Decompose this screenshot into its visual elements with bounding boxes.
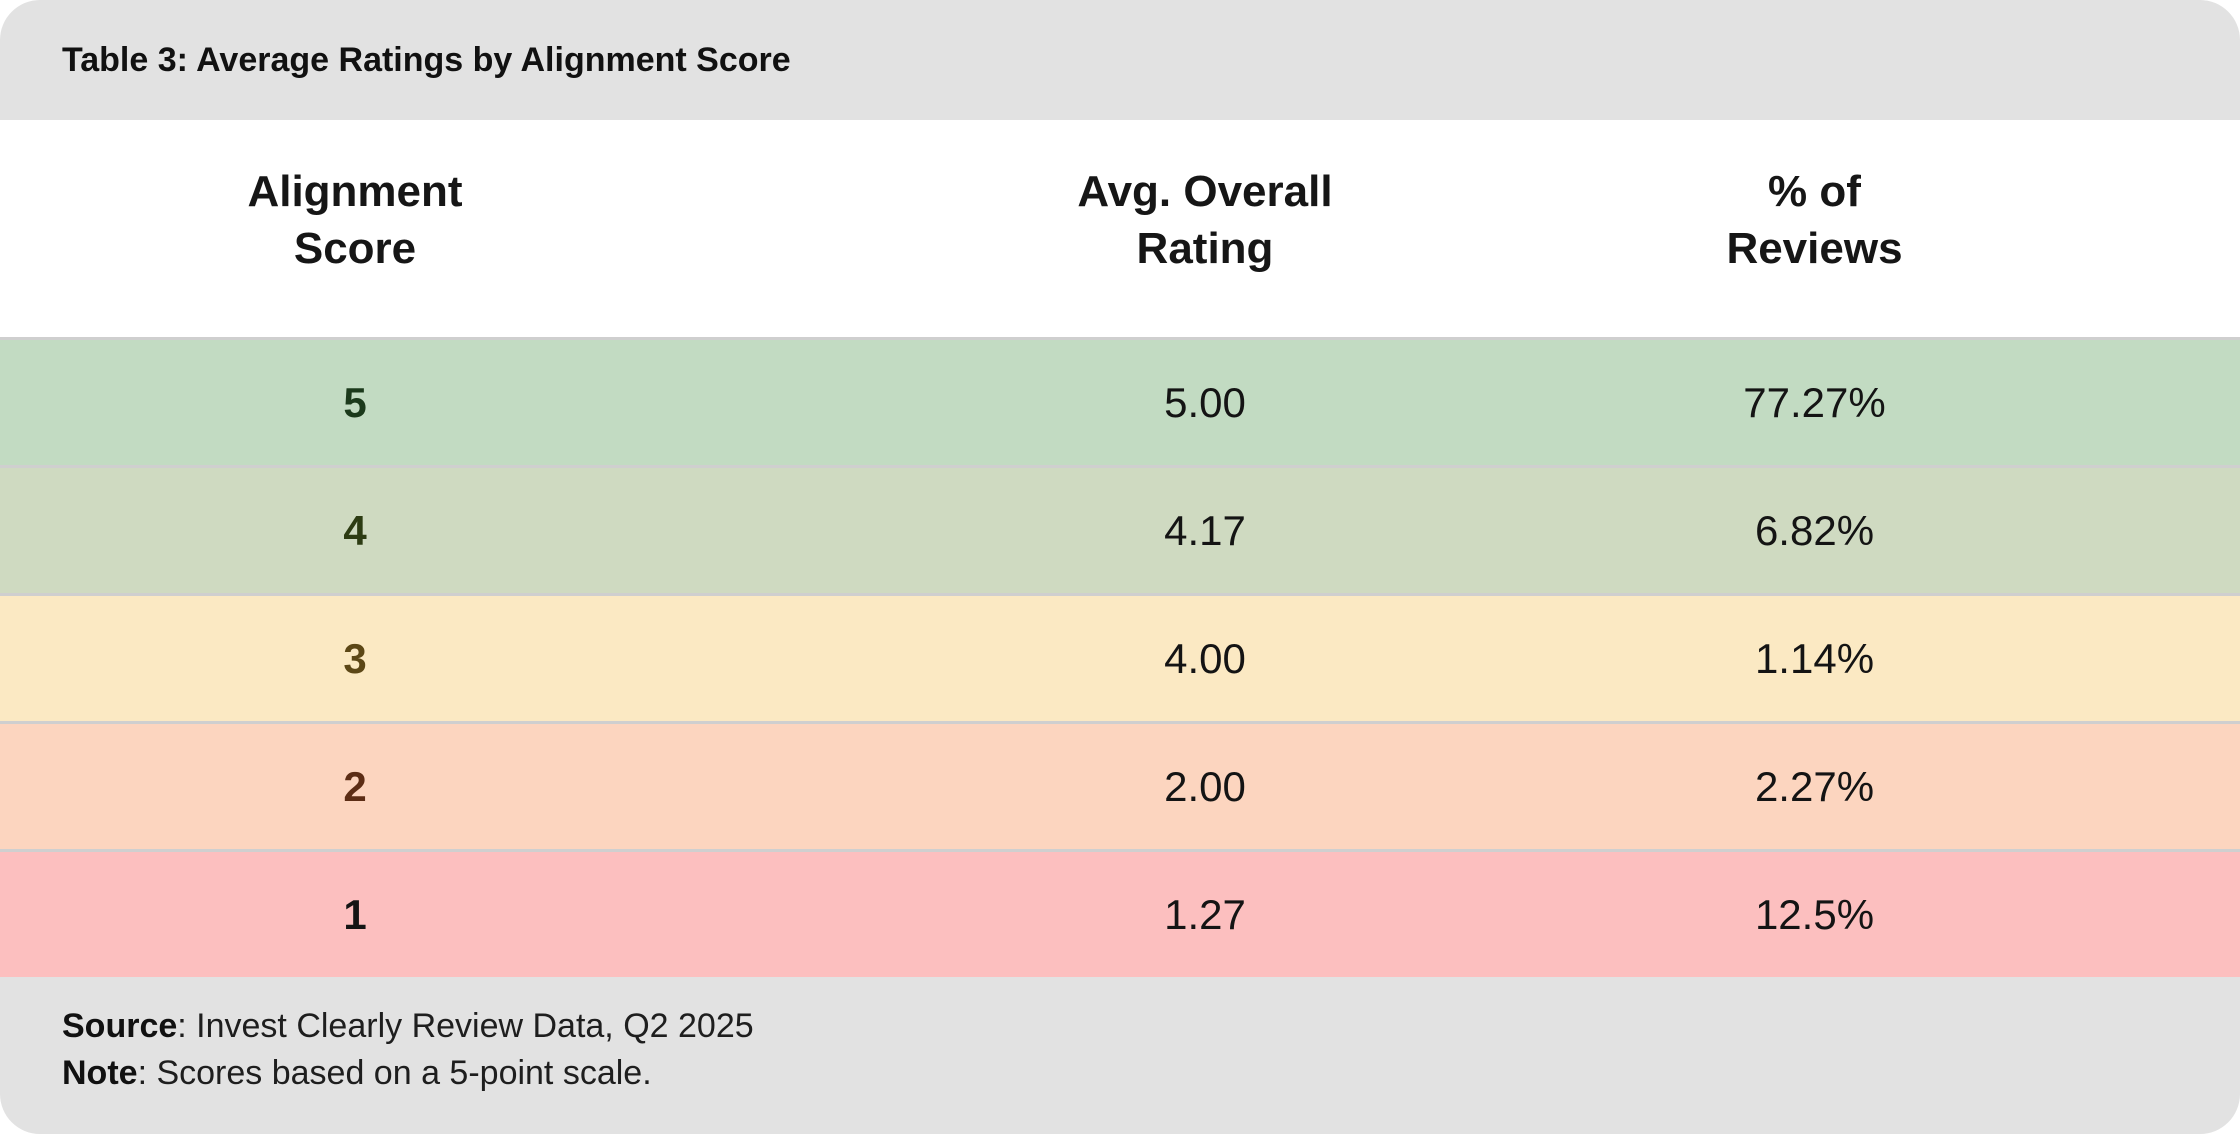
pct-cell: 1.14% [1754, 634, 1875, 682]
rating-cell: 2.00 [1164, 762, 1246, 810]
table-row: 2 2.00 2.27% [0, 721, 2240, 849]
table-title-bar: Table 3: Average Ratings by Alignment Sc… [0, 0, 2240, 120]
pct-cell: 2.27% [1754, 762, 1875, 810]
score-cell: 3 [343, 634, 367, 682]
note-label: Note [62, 1054, 138, 1092]
table-row: 5 5.00 77.27% [0, 337, 2240, 465]
rating-cell: 4.00 [1164, 634, 1246, 682]
column-header-row: Alignment Score Avg. Overall Rating % of… [0, 120, 2240, 337]
pct-cell: 77.27% [1743, 378, 1886, 426]
column-header-pct-of-reviews: % of Reviews [1726, 166, 1903, 273]
table-footnote: Source: Invest Clearly Review Data, Q2 2… [0, 977, 2240, 1134]
rating-cell: 5.00 [1164, 378, 1246, 426]
column-header-avg-overall-rating: Avg. Overall Rating [1077, 166, 1333, 273]
score-cell: 1 [343, 890, 367, 938]
score-cell: 4 [343, 506, 367, 554]
source-label: Source [62, 1007, 178, 1045]
table-title: Table 3: Average Ratings by Alignment Sc… [62, 40, 791, 79]
pct-cell: 12.5% [1754, 890, 1875, 938]
note-line: Note: Scores based on a 5-point scale. [62, 1050, 2178, 1097]
table-row: 4 4.17 6.82% [0, 465, 2240, 593]
source-text: : Invest Clearly Review Data, Q2 2025 [177, 1007, 754, 1045]
rating-cell: 1.27 [1164, 890, 1246, 938]
source-line: Source: Invest Clearly Review Data, Q2 2… [62, 1003, 2178, 1050]
table-row: 1 1.27 12.5% [0, 849, 2240, 977]
column-header-alignment-score: Alignment Score [247, 166, 463, 273]
score-cell: 2 [343, 762, 367, 810]
score-cell: 5 [343, 378, 367, 426]
note-text: : Scores based on a 5-point scale. [137, 1054, 652, 1092]
pct-cell: 6.82% [1754, 506, 1875, 554]
rating-cell: 4.17 [1164, 506, 1246, 554]
table-row: 3 4.00 1.14% [0, 593, 2240, 721]
